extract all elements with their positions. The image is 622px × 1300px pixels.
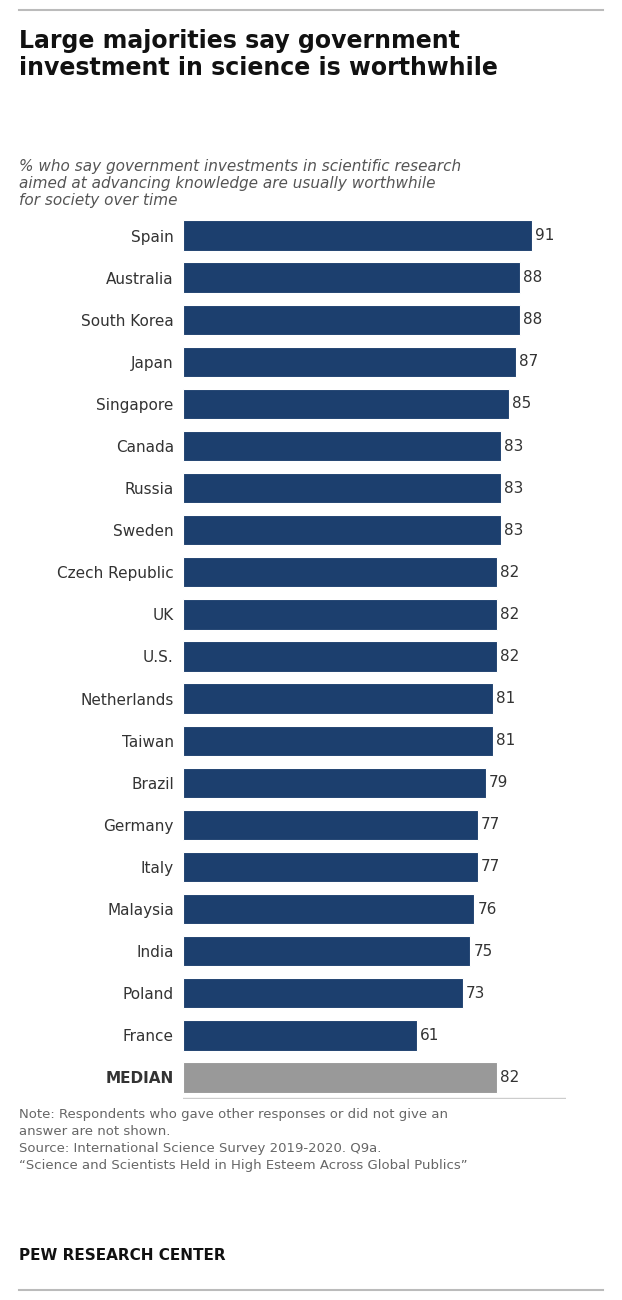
Bar [183,558,497,588]
Bar [183,599,497,629]
Bar [183,473,501,503]
Bar [183,767,486,798]
Text: % who say government investments in scientific research
aimed at advancing knowl: % who say government investments in scie… [19,159,461,208]
Text: 85: 85 [512,396,531,411]
Bar [183,389,509,419]
Text: 83: 83 [504,523,524,538]
Text: 82: 82 [500,649,519,664]
Text: Note: Respondents who gave other responses or did not give an
answer are not sho: Note: Respondents who gave other respons… [19,1108,467,1171]
Text: 83: 83 [504,481,524,495]
Bar [183,810,478,840]
Bar [183,894,474,924]
Text: 88: 88 [523,270,542,285]
Text: 83: 83 [504,438,524,454]
Bar [183,1062,497,1092]
Text: Large majorities say government
investment in science is worthwhile: Large majorities say government investme… [19,29,498,81]
Text: 82: 82 [500,607,519,621]
Bar [183,221,532,251]
Bar [183,684,493,714]
Text: 73: 73 [466,985,485,1001]
Bar [183,1020,417,1050]
Bar [183,347,516,377]
Text: 91: 91 [535,227,554,243]
Text: 77: 77 [481,818,500,832]
Text: 82: 82 [500,564,519,580]
Text: 81: 81 [496,692,516,706]
Text: 88: 88 [523,312,542,328]
Bar [183,430,501,461]
Text: 79: 79 [489,775,508,790]
Text: 75: 75 [473,944,493,958]
Bar [183,978,463,1009]
Text: 61: 61 [420,1028,439,1043]
Text: 82: 82 [500,1070,519,1085]
Text: PEW RESEARCH CENTER: PEW RESEARCH CENTER [19,1248,225,1264]
Bar [183,936,470,966]
Text: 81: 81 [496,733,516,749]
Bar [183,852,478,883]
Text: 77: 77 [481,859,500,875]
Bar [183,641,497,672]
Bar [183,515,501,546]
Text: 87: 87 [519,355,539,369]
Bar [183,304,520,335]
Text: 76: 76 [477,902,496,916]
Bar [183,263,520,292]
Bar [183,725,493,755]
